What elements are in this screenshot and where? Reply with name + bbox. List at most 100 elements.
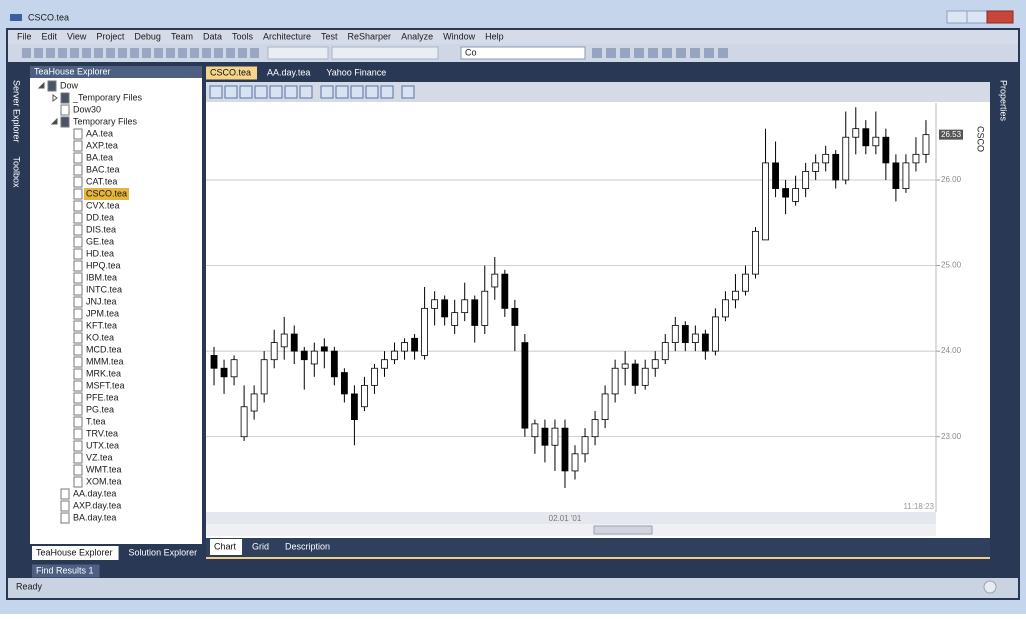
- tree-item[interactable]: VZ.tea: [86, 452, 113, 462]
- toolbar-icon[interactable]: [620, 48, 630, 58]
- side-tab[interactable]: Properties: [999, 80, 1009, 122]
- expander[interactable]: [50, 117, 58, 125]
- toolbar-icon[interactable]: [676, 48, 686, 58]
- menu-item[interactable]: Test: [321, 31, 338, 41]
- tree-item[interactable]: HPQ.tea: [86, 260, 121, 270]
- toolbar-icon[interactable]: [46, 48, 55, 58]
- toolbar-icon[interactable]: [142, 48, 151, 58]
- toolbar-icon[interactable]: [82, 48, 91, 58]
- toolbar-icon[interactable]: [178, 48, 187, 58]
- toolbar-icon[interactable]: [606, 48, 616, 58]
- tree-item[interactable]: BAC.tea: [86, 164, 120, 174]
- tree-item[interactable]: T.tea: [86, 416, 106, 426]
- tree-item[interactable]: IBM.tea: [86, 272, 117, 282]
- tree-item[interactable]: Dow: [60, 80, 79, 90]
- tab[interactable]: Solution Explorer: [125, 546, 204, 560]
- chart-tool[interactable]: [380, 85, 394, 99]
- tab[interactable]: Chart: [210, 539, 243, 555]
- toolbar-icon[interactable]: [118, 48, 127, 58]
- minimize-button[interactable]: [946, 10, 968, 24]
- tree-item[interactable]: _Temporary Files: [72, 92, 143, 102]
- tree-item[interactable]: PG.tea: [86, 404, 114, 414]
- tree-item[interactable]: INTC.tea: [86, 284, 122, 294]
- toolbar-icon[interactable]: [634, 48, 644, 58]
- tree-item[interactable]: Dow30: [73, 104, 101, 114]
- toolbar-icon[interactable]: [22, 48, 31, 58]
- search-combo[interactable]: [460, 46, 586, 60]
- scroll-thumb[interactable]: [593, 525, 653, 535]
- menu-item[interactable]: Architecture: [263, 31, 311, 41]
- toolbar-icon[interactable]: [94, 48, 103, 58]
- tree-item[interactable]: AA.tea: [86, 128, 113, 138]
- toolbar-icon[interactable]: [154, 48, 163, 58]
- tab[interactable]: Yahoo Finance: [322, 67, 392, 80]
- tree-item[interactable]: Temporary Files: [73, 116, 138, 126]
- chart-tool[interactable]: [320, 85, 334, 99]
- tree-item[interactable]: WMT.tea: [86, 464, 122, 474]
- tree-item[interactable]: BA.tea: [86, 152, 113, 162]
- side-tab[interactable]: Server Explorer: [12, 80, 22, 143]
- tree-item[interactable]: MRK.tea: [86, 368, 121, 378]
- tree-item[interactable]: PFE.tea: [86, 392, 119, 402]
- chart-tool[interactable]: [401, 85, 415, 99]
- tree-item[interactable]: AXP.day.tea: [73, 500, 121, 510]
- toolbar-icon[interactable]: [58, 48, 67, 58]
- menu-item[interactable]: View: [67, 31, 87, 41]
- menu-item[interactable]: Debug: [134, 31, 161, 41]
- maximize-button[interactable]: [966, 10, 988, 24]
- close-button[interactable]: [986, 10, 1014, 24]
- tree-item[interactable]: AXP.tea: [86, 140, 118, 150]
- tree-item[interactable]: DIS.tea: [86, 224, 116, 234]
- tree-item[interactable]: XOM.tea: [86, 476, 122, 486]
- chart-tool[interactable]: [350, 85, 364, 99]
- tree-item[interactable]: GE.tea: [86, 236, 114, 246]
- side-tab[interactable]: Toolbox: [12, 157, 22, 189]
- tree-item[interactable]: BA.day.tea: [73, 512, 116, 522]
- chart-tool[interactable]: [224, 85, 238, 99]
- toolbar-icon[interactable]: [166, 48, 175, 58]
- toolbar-icon[interactable]: [106, 48, 115, 58]
- toolbar-icon[interactable]: [226, 48, 235, 58]
- toolbar-icon[interactable]: [718, 48, 728, 58]
- menu-item[interactable]: Data: [203, 31, 222, 41]
- toolbar-icon[interactable]: [202, 48, 211, 58]
- menu-item[interactable]: File: [17, 31, 32, 41]
- chart-tool[interactable]: [209, 85, 223, 99]
- chart-tool[interactable]: [254, 85, 268, 99]
- chart-tool[interactable]: [335, 85, 349, 99]
- chart-tool[interactable]: [239, 85, 253, 99]
- menu-item[interactable]: ReSharper: [348, 31, 392, 41]
- chart-tool[interactable]: [284, 85, 298, 99]
- menu-item[interactable]: Project: [96, 31, 125, 41]
- tree-item[interactable]: CSCO.tea: [86, 188, 127, 198]
- tab[interactable]: Find Results 1: [32, 564, 100, 578]
- tree-item[interactable]: KFT.tea: [86, 320, 117, 330]
- toolbar-icon[interactable]: [214, 48, 223, 58]
- toolbar-icon[interactable]: [592, 48, 602, 58]
- chart-tool[interactable]: [269, 85, 283, 99]
- toolbar-icon[interactable]: [34, 48, 43, 58]
- tree-item[interactable]: UTX.tea: [86, 440, 119, 450]
- toolbar-icon[interactable]: [662, 48, 672, 58]
- expander[interactable]: [37, 81, 45, 89]
- tree-item[interactable]: JPM.tea: [86, 308, 119, 318]
- toolbar-icon[interactable]: [70, 48, 79, 58]
- tree-item[interactable]: MMM.tea: [86, 356, 124, 366]
- config-combo[interactable]: [267, 46, 329, 60]
- toolbar-icon[interactable]: [648, 48, 658, 58]
- menu-item[interactable]: Help: [485, 31, 504, 41]
- toolbar-icon[interactable]: [190, 48, 199, 58]
- tab[interactable]: AA.day.tea: [263, 67, 316, 80]
- toolbar-icon[interactable]: [238, 48, 247, 58]
- tree-item[interactable]: CVX.tea: [86, 200, 120, 210]
- menu-item[interactable]: Team: [171, 31, 193, 41]
- menu-item[interactable]: Tools: [232, 31, 254, 41]
- chart-tool[interactable]: [365, 85, 379, 99]
- tree-item[interactable]: HD.tea: [86, 248, 114, 258]
- tree-item[interactable]: MCD.tea: [86, 344, 122, 354]
- tree-item[interactable]: KO.tea: [86, 332, 114, 342]
- expander[interactable]: [52, 94, 58, 102]
- scrollbar[interactable]: [206, 524, 936, 536]
- tree-item[interactable]: DD.tea: [86, 212, 114, 222]
- toolbar-icon[interactable]: [250, 48, 259, 58]
